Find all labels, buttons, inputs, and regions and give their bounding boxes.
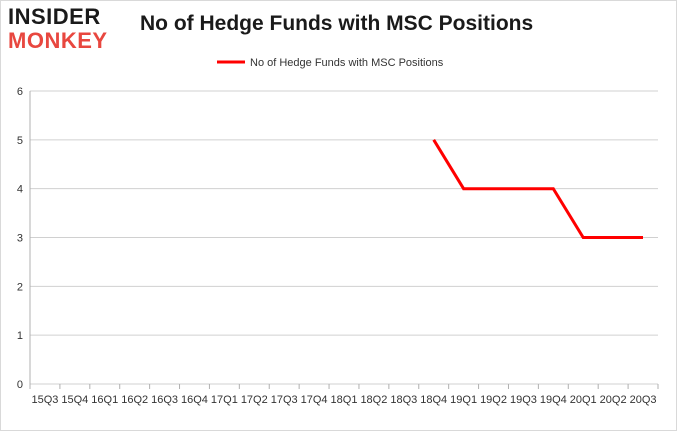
- logo-line-insider: INSIDER: [8, 4, 101, 29]
- x-tick-label-18Q2: 18Q2: [360, 394, 387, 406]
- x-tick-label-19Q3: 19Q3: [510, 394, 537, 406]
- y-tick-label-4: 4: [17, 184, 23, 196]
- insider-monkey-logo: INSIDER MONKEY: [8, 6, 124, 52]
- x-tick-label-16Q3: 16Q3: [151, 394, 178, 406]
- x-tick-label-17Q2: 17Q2: [241, 394, 268, 406]
- y-tick-label-6: 6: [17, 86, 23, 98]
- x-tick-label-17Q1: 17Q1: [211, 394, 238, 406]
- y-tick-label-5: 5: [17, 135, 23, 147]
- chart-title: No of Hedge Funds with MSC Positions: [140, 12, 534, 35]
- x-tick-label-16Q1: 16Q1: [91, 394, 118, 406]
- x-tick-label-18Q3: 18Q3: [390, 394, 417, 406]
- x-tick-label-20Q3: 20Q3: [630, 394, 657, 406]
- x-tick-label-19Q4: 19Q4: [540, 394, 567, 406]
- x-tick-label-17Q3: 17Q3: [271, 394, 298, 406]
- x-tick-label-17Q4: 17Q4: [301, 394, 328, 406]
- x-tick-label-18Q4: 18Q4: [420, 394, 447, 406]
- x-tick-label-19Q1: 19Q1: [450, 394, 477, 406]
- logo-line-monkey: MONKEY: [8, 28, 108, 53]
- x-tick-label-16Q2: 16Q2: [121, 394, 148, 406]
- x-tick-label-15Q4: 15Q4: [61, 394, 88, 406]
- legend-label: No of Hedge Funds with MSC Positions: [250, 57, 444, 69]
- x-tick-label-15Q3: 15Q3: [31, 394, 58, 406]
- y-tick-label-0: 0: [17, 379, 23, 391]
- y-tick-label-1: 1: [17, 330, 23, 342]
- x-tick-label-18Q1: 18Q1: [331, 394, 358, 406]
- series-line-0: [432, 139, 643, 239]
- y-tick-label-2: 2: [17, 281, 23, 293]
- x-tick-label-20Q2: 20Q2: [600, 394, 627, 406]
- x-tick-label-19Q2: 19Q2: [480, 394, 507, 406]
- x-tick-label-20Q1: 20Q1: [570, 394, 597, 406]
- y-tick-label-3: 3: [17, 233, 23, 245]
- x-tick-label-16Q4: 16Q4: [181, 394, 208, 406]
